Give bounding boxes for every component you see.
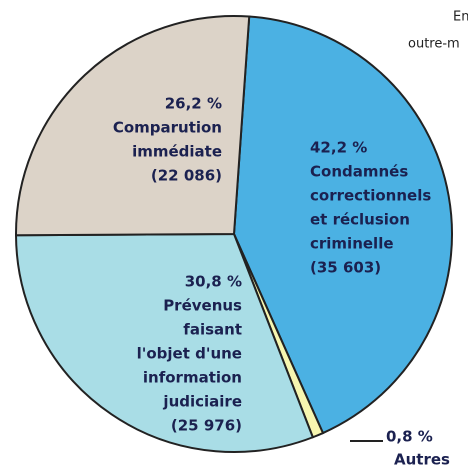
value-label: 26,2 % xyxy=(165,95,222,113)
value-label: 42,2 % xyxy=(310,139,367,157)
category-label: Condamnés xyxy=(310,163,408,181)
category-label: et réclusion xyxy=(310,211,410,229)
annotation: En xyxy=(453,10,468,25)
category-label: Prévenus xyxy=(163,297,242,315)
value-label: 0,8 % xyxy=(386,428,433,446)
pie-slice xyxy=(232,15,453,435)
pie-slice xyxy=(15,15,251,237)
category-label: Autres xyxy=(394,451,450,467)
category-label: l'objet d'une xyxy=(137,345,242,363)
category-label: Comparution xyxy=(113,119,222,137)
value-label: 30,8 % xyxy=(185,273,242,291)
count-label: (25 976) xyxy=(171,417,242,435)
category-label: faisant xyxy=(183,321,242,339)
category-label: immédiate xyxy=(132,143,222,161)
annotation: outre-m xyxy=(408,37,460,52)
count-label: (22 086) xyxy=(151,167,222,185)
pie-slice xyxy=(14,232,315,453)
category-label: information xyxy=(143,369,242,387)
category-label: correctionnels xyxy=(310,187,431,205)
count-label: (35 603) xyxy=(310,259,381,277)
category-label: criminelle xyxy=(310,235,394,253)
category-label: judiciaire xyxy=(162,393,242,411)
